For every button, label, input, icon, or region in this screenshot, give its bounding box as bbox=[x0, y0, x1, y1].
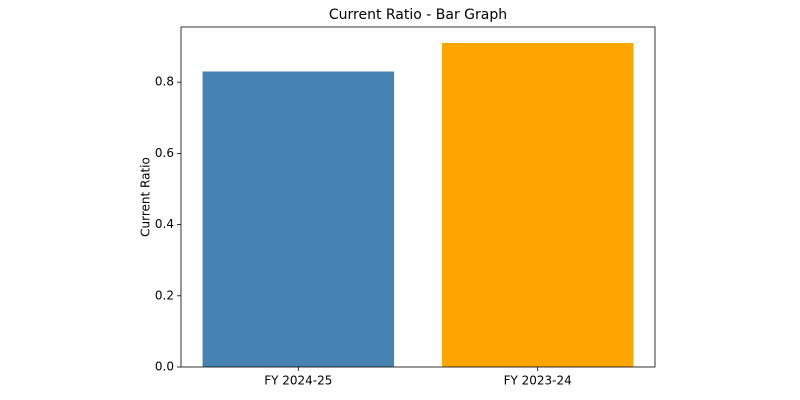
x-tick-label: FY 2024-25 bbox=[264, 374, 332, 388]
chart-title: Current Ratio - Bar Graph bbox=[329, 7, 507, 23]
y-tick-label: 0.8 bbox=[155, 75, 174, 89]
y-tick-label: 0.2 bbox=[155, 288, 174, 302]
bar bbox=[202, 71, 395, 367]
y-tick-label: 0.4 bbox=[155, 217, 174, 231]
plot-frame bbox=[180, 26, 656, 368]
y-axis-label: Current Ratio bbox=[139, 157, 153, 237]
y-tick-label: 0.0 bbox=[155, 360, 174, 374]
bar bbox=[441, 43, 634, 368]
x-tick-label: FY 2023-24 bbox=[504, 374, 572, 388]
y-tick-label: 0.6 bbox=[155, 146, 174, 160]
